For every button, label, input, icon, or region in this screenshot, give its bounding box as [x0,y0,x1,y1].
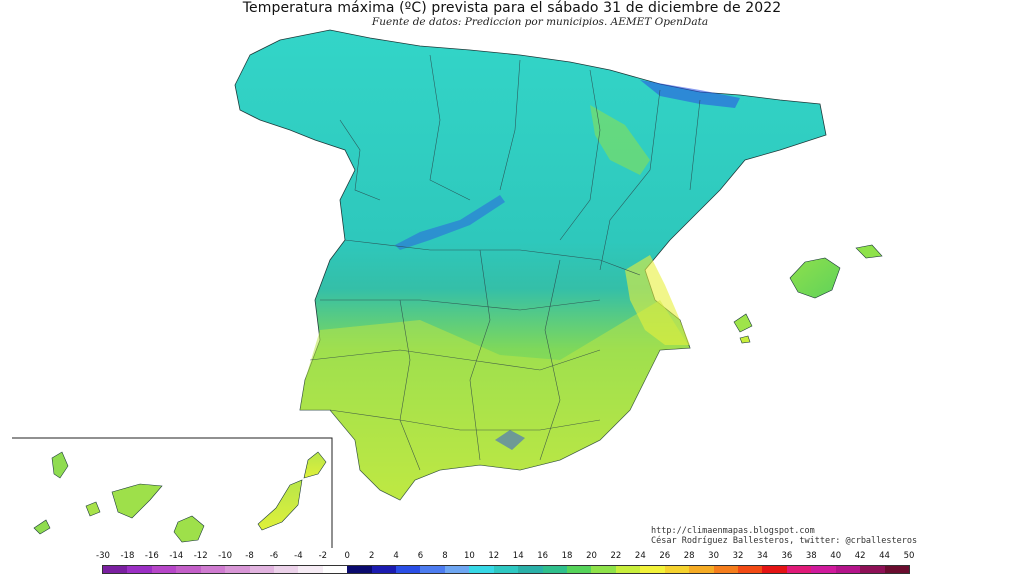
legend-tick-label: 4 [393,551,399,561]
legend-swatch [860,566,885,573]
legend-tick-label: 10 [463,551,475,561]
legend-swatch [444,566,470,573]
legend-swatch [103,566,128,573]
map-subtitle: Fuente de datos: Prediccion por municipi… [371,16,709,28]
legend-tick-label: 8 [442,551,448,561]
credits-url[interactable]: http://climaenmapas.blogspot.com [651,526,815,536]
legend-swatch [786,566,812,573]
legend-tick-label: 24 [634,551,646,561]
legend-swatch [591,566,616,573]
legend-swatch [322,566,348,573]
legend-tick-label: 12 [488,551,500,561]
legend-tick-label: 34 [757,551,768,561]
legend-swatch [371,566,397,573]
legend-tick-label: 30 [708,551,720,561]
legend-swatch [713,566,738,573]
legend-tick-label: -4 [294,551,303,561]
la-gomera-island [85,501,101,517]
color-legend [102,565,910,574]
credits: http://climaenmapas.blogspot.com César R… [651,526,917,546]
legend-swatch [420,566,445,573]
legend-swatch [200,566,226,573]
legend-swatch [884,566,909,573]
legend-swatch [542,566,568,573]
tenerife-island [111,483,163,519]
mallorca-island [789,257,841,299]
el-hierro-island [33,519,51,535]
legend-tick-label: 2 [368,551,375,561]
legend-tick-label: 18 [561,551,573,561]
central-system-cold-zone [395,195,505,250]
legend-tick-label: -10 [218,551,233,561]
legend-swatch [127,566,152,573]
legend-swatch [347,566,372,573]
province-borders [309,54,701,471]
legend-swatch [176,566,201,573]
gran-canaria-island [173,515,205,543]
east-coast-warm-zone [625,255,690,345]
legend-tick-label: 50 [903,551,915,561]
legend-swatch [567,566,592,573]
legend-tick-label: 40 [830,551,842,561]
legend-tick-label: 6 [417,551,424,561]
legend-tick-label: -14 [169,551,184,561]
legend-swatch [762,566,787,573]
legend-swatch [518,566,543,573]
legend-swatch [640,566,665,573]
legend-tick-label: 28 [683,551,695,561]
legend-swatch [151,566,177,573]
ebro-valley-zone [590,105,650,175]
legend-tick-label: 14 [512,551,524,561]
legend-tick-label: 32 [732,551,744,561]
legend-swatch [615,566,641,573]
legend-tick-label: 0 [344,551,350,561]
legend-tick-label: -2 [318,551,328,561]
formentera-island [739,335,751,344]
pyrenees-cold-zone [640,80,740,108]
lanzarote-island [303,451,327,479]
legend-swatch [493,566,519,573]
map-title: Temperatura máxima (ºC) prevista para el… [242,0,782,16]
legend-swatch [737,566,763,573]
sierra-nevada-cold-zone [495,430,525,450]
legend-tick-label: -18 [120,551,135,561]
credits-author: César Rodríguez Ballesteros, twitter: @c… [651,536,918,546]
legend-tick-label: 26 [659,551,671,561]
legend-tick-label: -6 [269,551,279,561]
legend-swatch [835,566,861,573]
legend-tick-label: -30 [96,551,110,561]
legend-swatch [225,566,250,573]
legend-swatch [273,566,299,573]
legend-tick-label: 22 [610,551,622,561]
legend-tick-label: 38 [805,551,817,561]
legend-tick-label: 20 [586,551,597,561]
legend-tick-label: -16 [144,551,159,561]
legend-swatch [249,566,274,573]
menorca-island [855,244,883,259]
legend-ticks: -30 -18 -16 -14 -12 -10 -8 -6 -4 -2 0 2 4 6 8 10 12 14 16 1… [0,551,1024,563]
legend-swatch [469,566,494,573]
legend-swatch [298,566,323,573]
legend-swatch [811,566,836,573]
legend-tick-label: -12 [193,551,208,561]
legend-tick-label: 44 [879,551,890,561]
legend-tick-label: -8 [245,551,254,561]
legend-swatch [689,566,714,573]
canarias-inset-frame [12,437,333,548]
fuerteventura-island [257,479,303,531]
legend-swatch [396,566,421,573]
legend-tick-label: 36 [781,551,793,561]
legend-tick-label: 16 [537,551,549,561]
legend-tick-label: 42 [854,551,866,561]
ibiza-island [733,313,753,333]
la-palma-island [51,451,69,479]
legend-swatch [664,566,690,573]
